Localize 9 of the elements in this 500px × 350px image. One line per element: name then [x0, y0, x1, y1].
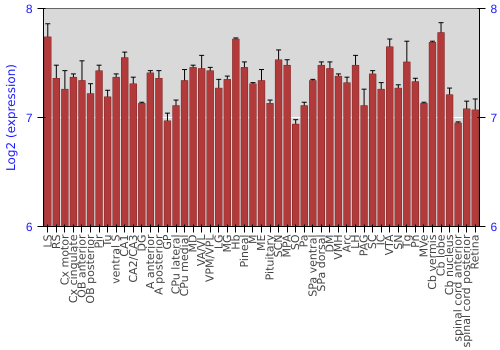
y2-tick-label: 8 [490, 2, 498, 16]
x-tick-label: Retina [468, 234, 482, 270]
x-tick-label: OB posterior [84, 234, 98, 304]
y-tick-label: 7 [26, 111, 33, 125]
y-tick-label: 8 [26, 2, 33, 16]
y-axis-title: Log2 (expression) [4, 64, 18, 171]
y-tick-label: 6 [26, 220, 33, 234]
y2-tick-label: 7 [490, 111, 498, 125]
y2-tick-label: 6 [490, 220, 498, 234]
